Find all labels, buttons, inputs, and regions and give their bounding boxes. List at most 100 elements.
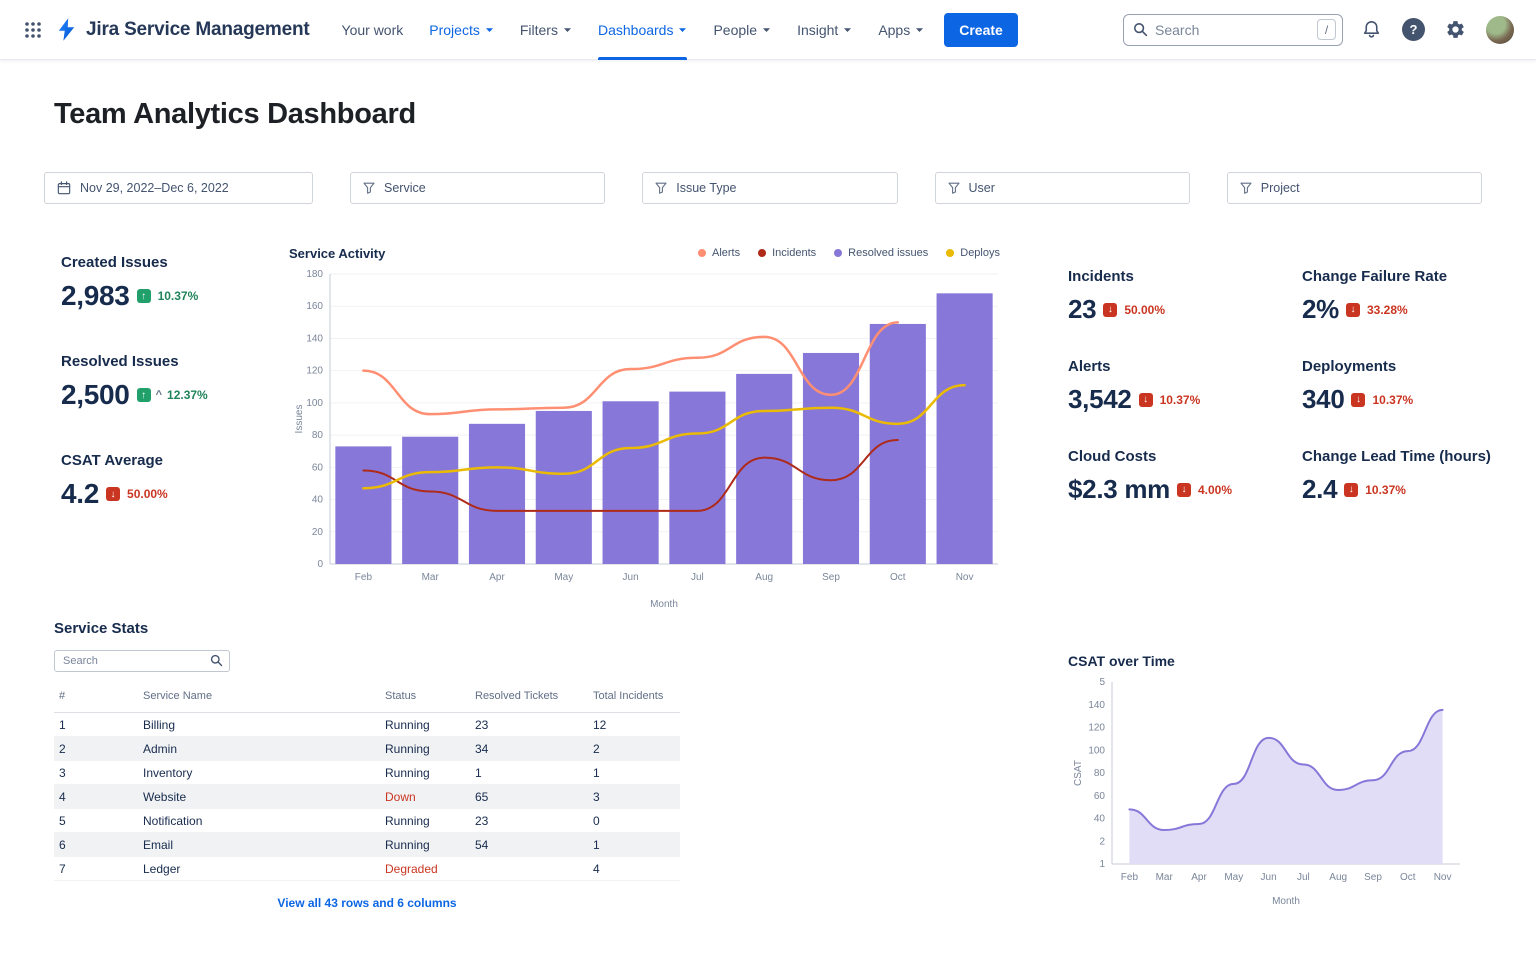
filter-project[interactable]: Project xyxy=(1226,172,1482,204)
search-shortcut-badge: / xyxy=(1317,19,1336,40)
search-input[interactable] xyxy=(1155,21,1310,38)
svg-text:120: 120 xyxy=(1088,723,1105,734)
chevron-down-icon xyxy=(762,26,771,34)
chart-legend: Alerts Incidents Resolved issues Deploys xyxy=(698,247,1000,259)
legend-dot xyxy=(758,249,767,257)
gear-icon xyxy=(1447,21,1464,38)
svg-text:Aug: Aug xyxy=(1329,872,1347,883)
column-header-service-name[interactable]: Service Name xyxy=(138,690,380,713)
kpi-grid-right: Incidents 23 50.00% Change Failure Rate … xyxy=(1068,268,1522,505)
svg-text:Oct: Oct xyxy=(1400,872,1416,883)
help-button[interactable]: ? xyxy=(1400,16,1427,43)
service-activity-title: Service Activity xyxy=(289,245,386,261)
svg-text:Nov: Nov xyxy=(956,572,974,583)
status-badge: Running xyxy=(380,736,470,761)
app-name: Jira Service Management xyxy=(86,18,310,40)
caret-up-icon: ^ xyxy=(155,389,163,401)
app-switcher-button[interactable] xyxy=(20,17,46,43)
column-header-index[interactable]: # xyxy=(54,690,138,713)
csat-over-time-gadget: CSAT over Time 5 140 120 100 80 60 40 2 1 Feb Mar A… xyxy=(1068,648,1468,914)
service-stats-title: Service Stats xyxy=(54,620,149,637)
svg-text:0: 0 xyxy=(317,559,323,570)
kpi-alerts: Alerts 3,542 10.37% xyxy=(1068,358,1302,415)
kpi-csat-average: CSAT Average 4.2 50.00% xyxy=(61,452,286,510)
svg-text:180: 180 xyxy=(306,269,323,280)
kpi-column-left: Created Issues 2,983 10.37% Resolved Iss… xyxy=(61,254,286,551)
filter-service[interactable]: Service xyxy=(350,172,606,204)
svg-text:120: 120 xyxy=(306,366,323,377)
date-range-value: Nov 29, 2022–Dec 6, 2022 xyxy=(80,181,229,195)
create-button[interactable]: Create xyxy=(944,12,1018,47)
legend-dot xyxy=(834,249,843,257)
table-row: 6 Email Running 54 1 xyxy=(54,832,680,857)
chevron-down-icon xyxy=(915,26,924,34)
svg-text:2: 2 xyxy=(1099,836,1105,847)
filter-issue-type[interactable]: Issue Type xyxy=(642,172,898,204)
kpi-incidents: Incidents 23 50.00% xyxy=(1068,268,1302,325)
help-icon: ? xyxy=(1402,18,1425,41)
bell-icon xyxy=(1363,21,1380,38)
table-row: 5 Notification Running 23 0 xyxy=(54,808,680,833)
table-row: 3 Inventory Running 1 1 xyxy=(54,760,680,785)
trend-down-icon xyxy=(1344,482,1359,497)
app-grid-icon xyxy=(25,21,41,38)
kpi-change-failure-rate: Change Failure Rate 2% 33.28% xyxy=(1302,268,1522,325)
column-header-status[interactable]: Status xyxy=(380,690,470,713)
svg-text:60: 60 xyxy=(1094,791,1106,802)
svg-text:Feb: Feb xyxy=(355,572,373,583)
trend-down-icon xyxy=(1103,302,1118,317)
status-badge: Degraded xyxy=(380,856,470,881)
kpi-resolved-issues: Resolved Issues 2,500 ^ 12.37% xyxy=(61,353,286,411)
kpi-deployments: Deployments 340 10.37% xyxy=(1302,358,1522,415)
chevron-down-icon xyxy=(563,26,572,34)
svg-text:5: 5 xyxy=(1099,677,1105,688)
view-all-link[interactable]: View all 43 rows and 6 columns xyxy=(277,896,457,910)
jira-bolt-icon xyxy=(58,18,75,41)
profile-button[interactable] xyxy=(1484,14,1516,46)
trend-up-icon xyxy=(136,289,151,303)
table-search[interactable] xyxy=(54,650,230,672)
svg-text:100: 100 xyxy=(306,398,323,409)
date-range-filter[interactable]: Nov 29, 2022–Dec 6, 2022 xyxy=(44,172,313,204)
nav-people[interactable]: People xyxy=(713,0,771,60)
chevron-down-icon xyxy=(485,26,494,34)
notifications-button[interactable] xyxy=(1359,17,1384,42)
status-badge: Down xyxy=(380,784,470,809)
settings-button[interactable] xyxy=(1443,17,1468,42)
trend-up-icon xyxy=(136,388,151,402)
table-search-input[interactable] xyxy=(54,650,230,672)
nav-apps[interactable]: Apps xyxy=(878,0,924,60)
svg-text:Jun: Jun xyxy=(623,572,639,583)
table-header-row: # Service Name Status Resolved Tickets T… xyxy=(54,690,680,713)
nav-your-work[interactable]: Your work xyxy=(341,21,404,38)
table-row: 2 Admin Running 34 2 xyxy=(54,736,680,761)
trend-down-icon xyxy=(106,487,121,501)
top-navbar: Jira Service Management Your work Projec… xyxy=(0,0,1536,60)
nav-dashboards[interactable]: Dashboards xyxy=(597,0,688,60)
status-badge: Running xyxy=(380,760,470,785)
svg-text:140: 140 xyxy=(306,333,323,344)
app-logo[interactable]: Jira Service Management xyxy=(54,17,310,42)
filter-funnel-icon xyxy=(363,182,375,194)
nav-projects[interactable]: Projects xyxy=(429,0,494,60)
nav-insight[interactable]: Insight xyxy=(797,0,852,60)
table-row: 4 Website Down 65 3 xyxy=(54,784,680,809)
column-header-total-incidents[interactable]: Total Incidents xyxy=(588,690,680,713)
svg-text:Nov: Nov xyxy=(1434,872,1452,883)
calendar-icon xyxy=(57,181,71,195)
svg-text:60: 60 xyxy=(312,462,324,473)
filter-user[interactable]: User xyxy=(934,172,1190,204)
kpi-cloud-costs: Cloud Costs $2.3 mm 4.00% xyxy=(1068,448,1302,505)
legend-item-alerts: Alerts xyxy=(698,247,740,259)
global-search[interactable]: / xyxy=(1123,13,1343,46)
legend-item-incidents: Incidents xyxy=(758,247,816,259)
trend-down-icon xyxy=(1351,392,1366,407)
legend-dot xyxy=(698,249,706,257)
column-header-resolved-tickets[interactable]: Resolved Tickets xyxy=(470,690,588,713)
nav-filters[interactable]: Filters xyxy=(520,0,572,60)
svg-text:Month: Month xyxy=(650,599,678,610)
svg-text:CSAT: CSAT xyxy=(1073,760,1084,786)
svg-text:Jul: Jul xyxy=(1297,872,1310,883)
svg-text:160: 160 xyxy=(306,301,323,312)
status-badge: Running xyxy=(380,712,470,737)
